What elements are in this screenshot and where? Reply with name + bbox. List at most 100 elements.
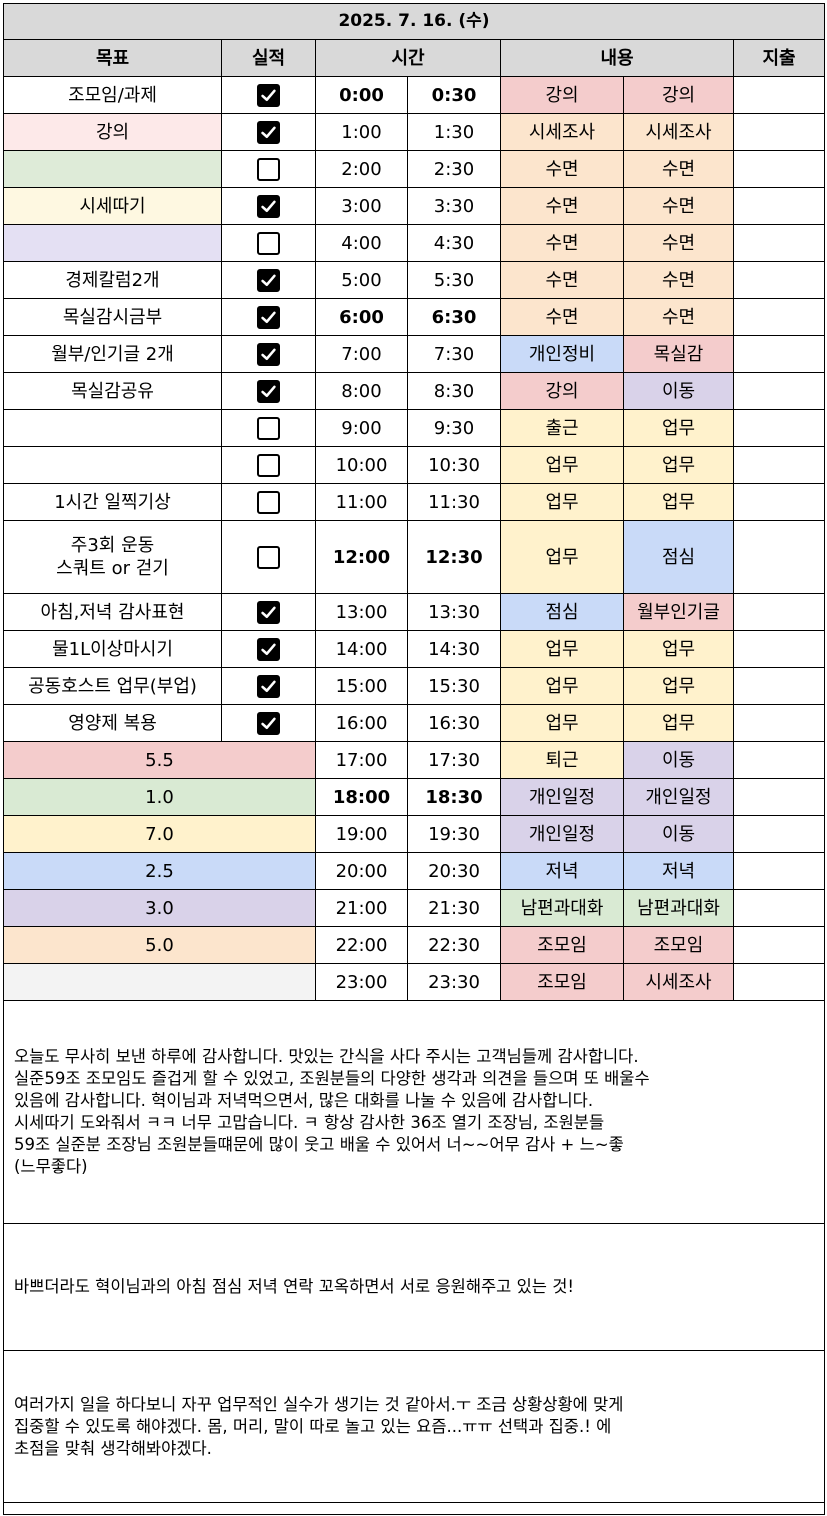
checkbox-unchecked[interactable] (257, 157, 280, 181)
checkbox-unchecked[interactable] (257, 490, 280, 514)
goal-item[interactable]: 시세따기 (4, 188, 222, 225)
content-second[interactable]: 업무 (624, 410, 734, 447)
content-second[interactable]: 저녁 (624, 853, 734, 890)
content-first[interactable]: 조모임 (501, 927, 624, 964)
content-first[interactable]: 수면 (501, 188, 624, 225)
content-second[interactable]: 월부인기글 (624, 594, 734, 631)
expense-cell[interactable] (734, 410, 824, 447)
expense-cell[interactable] (734, 816, 824, 853)
goal-item[interactable]: 물1L이상마시기 (4, 631, 222, 668)
expense-cell[interactable] (734, 262, 824, 299)
content-first[interactable]: 개인정비 (501, 336, 624, 373)
expense-cell[interactable] (734, 964, 824, 1001)
praise-note[interactable]: 바쁘더라도 혁이님과의 아침 점심 저녁 연락 꼬옥하면서 서로 응원해주고 있… (4, 1224, 824, 1351)
content-first[interactable]: 점심 (501, 594, 624, 631)
content-first[interactable]: 업무 (501, 447, 624, 484)
expense-cell[interactable] (734, 484, 824, 521)
content-first[interactable]: 수면 (501, 299, 624, 336)
content-first[interactable]: 수면 (501, 151, 624, 188)
checkbox-checked[interactable] (257, 305, 280, 329)
checkbox-checked[interactable] (257, 342, 280, 366)
content-first[interactable]: 출근 (501, 410, 624, 447)
expense-cell[interactable] (734, 631, 824, 668)
goal-item[interactable]: 목실감공유 (4, 373, 222, 410)
content-second[interactable]: 남편과대화 (624, 890, 734, 927)
content-second[interactable]: 이동 (624, 742, 734, 779)
goal-item[interactable]: 아침,저녁 감사표현 (4, 594, 222, 631)
checkbox-checked[interactable] (257, 379, 280, 403)
content-first[interactable]: 업무 (501, 668, 624, 705)
checkbox-unchecked[interactable] (257, 231, 280, 255)
content-first[interactable]: 업무 (501, 705, 624, 742)
content-second[interactable]: 업무 (624, 668, 734, 705)
reflection-note[interactable]: 여러가지 일을 하다보니 자꾸 업무적인 실수가 생기는 것 같아서.ㅜ 조금 … (4, 1351, 824, 1503)
goal-item[interactable] (4, 225, 222, 262)
goal-item[interactable]: 경제칼럼2개 (4, 262, 222, 299)
checkbox-checked[interactable] (257, 600, 280, 624)
content-second[interactable]: 조모임 (624, 927, 734, 964)
checkbox-checked[interactable] (257, 637, 280, 661)
expense-cell[interactable] (734, 927, 824, 964)
content-first[interactable]: 수면 (501, 225, 624, 262)
goal-item[interactable]: 1시간 일찍기상 (4, 484, 222, 521)
content-second[interactable]: 업무 (624, 705, 734, 742)
goal-item[interactable]: 월부/인기글 2개 (4, 336, 222, 373)
content-second[interactable]: 개인일정 (624, 779, 734, 816)
expense-cell[interactable] (734, 705, 824, 742)
content-second[interactable]: 이동 (624, 816, 734, 853)
content-first[interactable]: 강의 (501, 77, 624, 114)
goal-item[interactable]: 공동호스트 업무(부업) (4, 668, 222, 705)
content-first[interactable]: 개인일정 (501, 816, 624, 853)
content-second[interactable]: 업무 (624, 447, 734, 484)
content-first[interactable]: 남편과대화 (501, 890, 624, 927)
goal-item[interactable]: 강의 (4, 114, 222, 151)
checkbox-unchecked[interactable] (257, 545, 280, 569)
checkbox-checked[interactable] (257, 711, 280, 735)
expense-cell[interactable] (734, 447, 824, 484)
checkbox-unchecked[interactable] (257, 453, 280, 477)
goal-item[interactable]: 목실감시금부 (4, 299, 222, 336)
content-second[interactable]: 시세조사 (624, 964, 734, 1001)
expense-cell[interactable] (734, 668, 824, 705)
content-first[interactable]: 개인일정 (501, 779, 624, 816)
content-second[interactable]: 수면 (624, 262, 734, 299)
goal-item[interactable] (4, 151, 222, 188)
checkbox-checked[interactable] (257, 120, 280, 144)
expense-cell[interactable] (734, 373, 824, 410)
content-second[interactable]: 수면 (624, 299, 734, 336)
expense-cell[interactable] (734, 151, 824, 188)
expense-cell[interactable] (734, 336, 824, 373)
goal-item[interactable] (4, 410, 222, 447)
gratitude-note[interactable]: 오늘도 무사히 보낸 하루에 감사합니다. 맛있는 간식을 사다 주시는 고객님… (4, 1001, 824, 1224)
content-second[interactable]: 수면 (624, 225, 734, 262)
checkbox-checked[interactable] (257, 268, 280, 292)
expense-cell[interactable] (734, 779, 824, 816)
content-first[interactable]: 업무 (501, 631, 624, 668)
content-second[interactable]: 수면 (624, 188, 734, 225)
goal-item[interactable]: 주3회 운동 스쿼트 or 걷기 (4, 521, 222, 594)
expense-cell[interactable] (734, 742, 824, 779)
expense-cell[interactable] (734, 225, 824, 262)
expense-cell[interactable] (734, 114, 824, 151)
content-second[interactable]: 점심 (624, 521, 734, 594)
expense-cell[interactable] (734, 521, 824, 594)
expense-cell[interactable] (734, 890, 824, 927)
expense-cell[interactable] (734, 188, 824, 225)
content-first[interactable]: 수면 (501, 262, 624, 299)
expense-cell[interactable] (734, 299, 824, 336)
content-second[interactable]: 수면 (624, 151, 734, 188)
content-second[interactable]: 목실감 (624, 336, 734, 373)
goal-item[interactable]: 조모임/과제 (4, 77, 222, 114)
content-second[interactable]: 이동 (624, 373, 734, 410)
content-first[interactable]: 업무 (501, 484, 624, 521)
content-second[interactable]: 강의 (624, 77, 734, 114)
goal-item[interactable] (4, 447, 222, 484)
expense-cell[interactable] (734, 77, 824, 114)
goal-item[interactable]: 영양제 복용 (4, 705, 222, 742)
checkbox-checked[interactable] (257, 83, 280, 107)
content-first[interactable]: 퇴근 (501, 742, 624, 779)
content-first[interactable]: 강의 (501, 373, 624, 410)
content-first[interactable]: 조모임 (501, 964, 624, 1001)
content-first[interactable]: 시세조사 (501, 114, 624, 151)
checkbox-unchecked[interactable] (257, 416, 280, 440)
